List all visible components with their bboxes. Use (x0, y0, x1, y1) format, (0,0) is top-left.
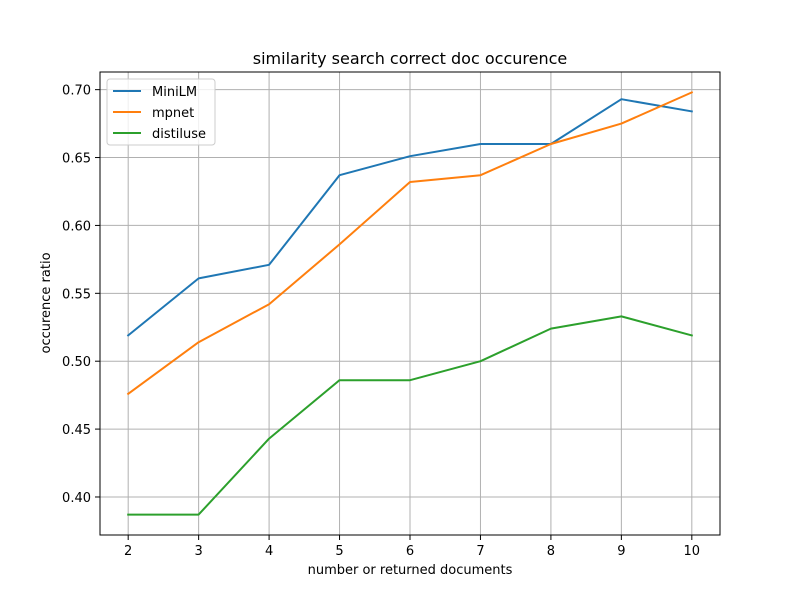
legend-label-minilm: MiniLM (152, 85, 197, 100)
x-tick-label: 10 (684, 544, 701, 559)
x-tick-label: 9 (617, 544, 625, 559)
y-axis-ticks: 0.40 0.45 0.50 0.55 0.60 0.65 0.70 (62, 84, 100, 506)
series-line-distiluse (127, 315, 694, 516)
series-line-mpnet (126, 91, 694, 396)
legend: MiniLM mpnet distiluse (106, 78, 216, 146)
legend-box (106, 78, 216, 146)
y-tick-label: 0.50 (62, 355, 91, 370)
y-tick-label: 0.55 (62, 287, 91, 302)
x-tick-label: 7 (476, 544, 484, 559)
x-axis-ticks: 2 3 4 5 6 7 8 9 10 (124, 535, 700, 559)
x-tick-label: 5 (335, 544, 343, 559)
series-lines (126, 91, 694, 516)
x-tick-label: 4 (265, 544, 273, 559)
grid-lines (100, 72, 720, 535)
y-tick-label: 0.70 (62, 84, 91, 99)
x-tick-label: 6 (406, 544, 414, 559)
y-axis-label: occurence ratio (39, 252, 54, 353)
chart-title: similarity search correct doc occurence (253, 49, 567, 68)
legend-label-distiluse: distiluse (152, 127, 206, 142)
x-tick-label: 2 (124, 544, 132, 559)
x-axis-label: number or returned documents (308, 563, 513, 578)
y-tick-label: 0.40 (62, 491, 91, 506)
legend-label-mpnet: mpnet (152, 106, 194, 121)
y-tick-label: 0.45 (62, 423, 91, 438)
y-tick-label: 0.65 (62, 152, 91, 167)
series-line-minilm (126, 98, 693, 337)
y-tick-label: 0.60 (62, 219, 91, 234)
x-tick-label: 3 (194, 544, 202, 559)
x-tick-label: 8 (547, 544, 555, 559)
